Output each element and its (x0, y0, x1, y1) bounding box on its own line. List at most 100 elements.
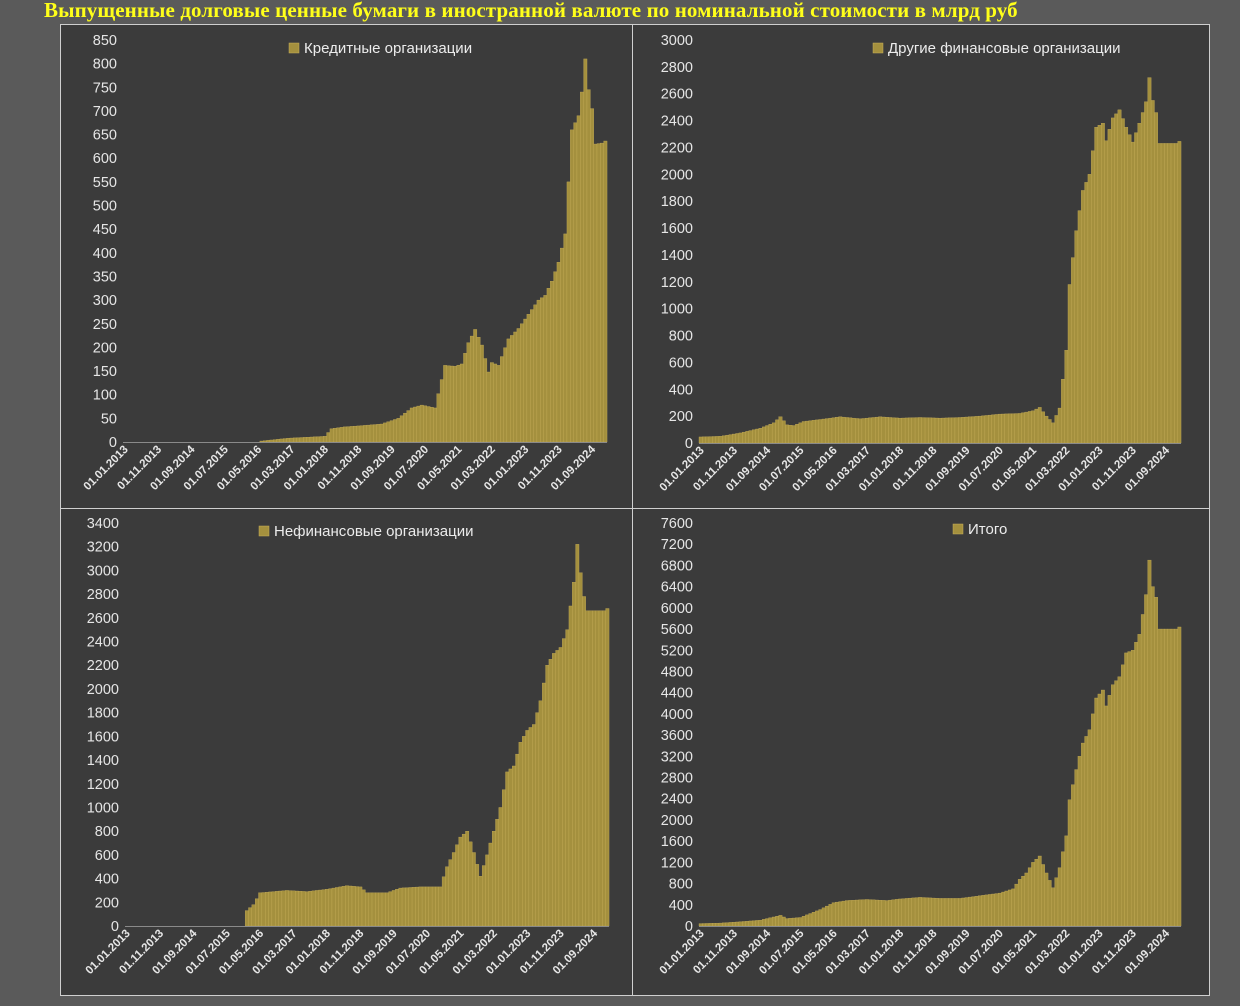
y-tick-label: 200 (669, 409, 693, 425)
bar (981, 895, 986, 927)
bar (881, 900, 886, 927)
y-tick-label: 2200 (661, 140, 693, 156)
bar (1127, 651, 1132, 927)
y-tick-label: 2000 (87, 682, 119, 698)
bar (528, 727, 533, 927)
bar (1127, 134, 1132, 444)
bar (538, 700, 543, 927)
bar (742, 921, 746, 927)
page-title: Выпущенные долговые ценные бумаги в инос… (44, 0, 1018, 22)
bar (1134, 642, 1139, 927)
y-tick-label: 0 (685, 919, 693, 935)
y-tick-label: 2800 (661, 60, 693, 76)
bar (498, 807, 503, 927)
chart-total: Итого 0 400 800 1200 1600 2000 2400 2800 3200 3600… (658, 516, 1182, 977)
bar (319, 436, 324, 443)
y-tick-label: 50 (101, 411, 117, 427)
bar (1111, 117, 1115, 444)
bar (1177, 141, 1182, 444)
bar (848, 900, 853, 927)
chart-legend: Кредитные организации (288, 40, 472, 57)
bar (818, 909, 823, 927)
bar (1084, 736, 1089, 927)
bar (1031, 862, 1035, 927)
bar (346, 426, 351, 443)
bar (791, 425, 796, 444)
bar (255, 898, 259, 927)
bar (921, 897, 926, 927)
bar (758, 428, 763, 444)
y-tick-label: 1800 (661, 194, 693, 210)
bar (808, 913, 813, 927)
bar (888, 417, 893, 444)
bar (722, 435, 726, 444)
chart-legend: Нефинансовые организации (258, 523, 473, 540)
bar (785, 918, 789, 927)
bar (951, 417, 956, 444)
bar (725, 922, 730, 927)
bar (712, 923, 716, 927)
bar (283, 438, 287, 443)
bar (755, 428, 760, 444)
bar (371, 892, 376, 927)
bar (1174, 628, 1178, 927)
bar (795, 424, 799, 444)
bar (918, 417, 922, 444)
bar (595, 610, 600, 927)
bar (838, 416, 843, 444)
bar (928, 897, 932, 927)
legend-swatch (952, 523, 964, 535)
bar (875, 899, 879, 927)
bar (458, 836, 463, 927)
bar (775, 916, 780, 927)
bar (552, 653, 556, 927)
bar (550, 281, 554, 443)
legend-swatch (288, 42, 300, 54)
bar (971, 416, 976, 444)
bar (1157, 628, 1162, 927)
bar (1140, 614, 1145, 927)
bar (884, 900, 889, 927)
bar (576, 115, 581, 443)
bar (865, 899, 869, 927)
bar (533, 304, 538, 443)
y-tick-label: 250 (93, 317, 117, 333)
bar (285, 890, 289, 927)
bar (513, 331, 518, 443)
bar (475, 864, 480, 927)
bar (523, 318, 528, 443)
bar (341, 886, 346, 927)
bar (398, 887, 403, 927)
bar (845, 417, 849, 444)
bar (408, 887, 413, 927)
y-tick-label: 4800 (661, 664, 693, 680)
bar (1011, 413, 1016, 444)
bar (1004, 413, 1009, 444)
bar (309, 436, 314, 443)
bar (954, 417, 959, 444)
y-tick-label: 3400 (87, 516, 119, 532)
bar (502, 789, 506, 927)
bar (553, 271, 558, 443)
bar (465, 831, 470, 927)
bar (1094, 697, 1099, 927)
bar (808, 420, 813, 444)
bar (748, 430, 753, 444)
bar (445, 866, 450, 927)
bar (385, 892, 389, 927)
bar (948, 417, 952, 444)
y-tick-label: 550 (93, 175, 117, 191)
bar (768, 424, 773, 444)
bar (875, 416, 879, 444)
bar (496, 365, 501, 443)
bar (530, 309, 534, 443)
bar (1167, 628, 1172, 927)
y-tick-label: 1000 (661, 302, 693, 318)
bar (1150, 586, 1155, 927)
bar (411, 887, 416, 927)
bar (543, 295, 548, 443)
bar (1034, 859, 1039, 927)
bar (911, 417, 916, 444)
bar (1021, 412, 1025, 444)
bar (391, 890, 396, 927)
